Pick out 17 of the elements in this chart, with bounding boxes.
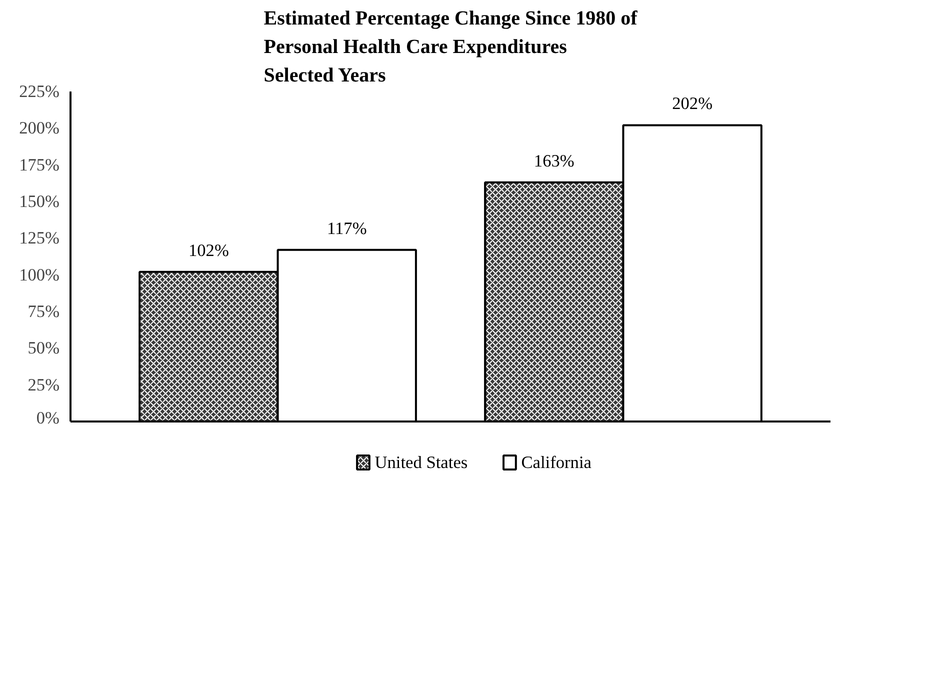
y-tick-label: 125% xyxy=(19,228,60,248)
data-label: 202% xyxy=(672,94,713,114)
y-tick-label: 75% xyxy=(28,302,60,321)
y-tick-label: 150% xyxy=(19,192,60,211)
y-tick-label: 100% xyxy=(19,265,60,284)
y-tick-label: 175% xyxy=(19,155,60,174)
data-label: 102% xyxy=(188,240,229,260)
chart-title: Estimated Percentage Change Since 1980 of Personal Health Care Expenditures Selected Years xyxy=(264,7,638,86)
y-tick-label: 50% xyxy=(28,338,60,358)
y-tick-label: 200% xyxy=(19,118,60,138)
data-label: 117% xyxy=(326,218,367,238)
data-label: 163% xyxy=(534,151,574,170)
y-tick-label: 225% xyxy=(19,82,60,101)
y-tick-label: 0% xyxy=(36,408,60,428)
legend-label: California xyxy=(521,453,592,472)
y-tick-label: 25% xyxy=(28,375,60,394)
legend-label: United States xyxy=(374,453,468,472)
